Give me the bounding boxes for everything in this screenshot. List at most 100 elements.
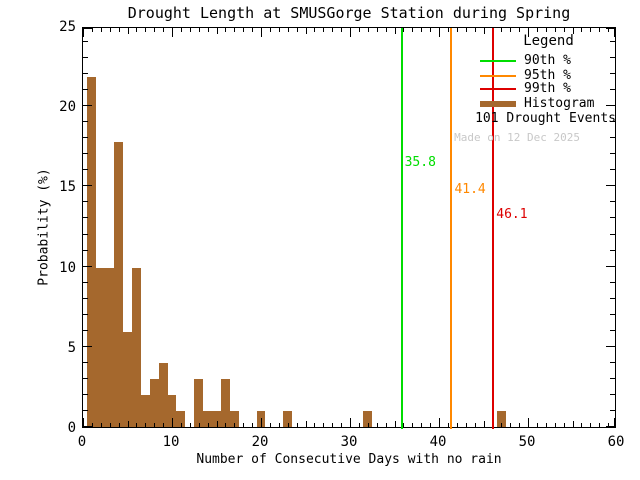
- x-axis-tick: [145, 423, 147, 427]
- x-axis-tick: [394, 28, 396, 34]
- y-axis-tick: [83, 73, 88, 75]
- histogram-bar: [149, 378, 159, 427]
- x-axis-tick: [519, 28, 521, 32]
- y-tick-label: 25: [59, 19, 76, 35]
- y-axis-tick: [83, 361, 88, 363]
- x-axis-tick: [465, 28, 467, 32]
- x-axis-tick: [536, 28, 538, 32]
- x-axis-tick: [314, 28, 316, 32]
- x-axis-tick: [483, 421, 485, 427]
- x-axis-tick: [456, 28, 458, 32]
- y-axis-tick: [610, 409, 615, 411]
- x-axis-tick: [367, 423, 369, 427]
- x-axis-tick: [252, 423, 254, 427]
- histogram-bar: [87, 77, 97, 427]
- x-axis-tick: [510, 423, 512, 427]
- percentile-line-95th: [450, 28, 453, 429]
- x-axis-tick: [367, 28, 369, 32]
- percentile-value-label: 46.1: [496, 207, 528, 222]
- x-axis-tick: [572, 28, 574, 34]
- x-axis-tick: [234, 423, 236, 427]
- watermark: Made on 12 Dec 2025: [454, 131, 580, 144]
- x-axis-tick: [109, 423, 111, 427]
- x-axis-tick: [91, 423, 93, 427]
- x-axis-tick: [332, 28, 334, 32]
- y-axis-tick: [606, 265, 615, 267]
- legend-swatch-90th: [480, 60, 516, 62]
- y-axis-tick: [610, 57, 615, 59]
- x-axis-tick: [305, 28, 307, 34]
- y-tick-label: 5: [67, 339, 76, 356]
- x-axis-title: Number of Consecutive Days with no rain: [196, 452, 502, 467]
- x-axis-tick: [91, 28, 93, 32]
- y-axis-tick: [83, 249, 88, 251]
- histogram-bar: [176, 410, 186, 427]
- x-axis-tick: [385, 28, 387, 32]
- histogram-bar: [105, 268, 115, 427]
- percentile-line-99th: [492, 28, 495, 429]
- histogram-bar: [212, 410, 221, 427]
- x-axis-tick: [296, 423, 298, 427]
- y-axis-tick: [606, 105, 615, 107]
- legend-swatch-99th: [480, 88, 516, 90]
- x-axis-tick: [439, 418, 440, 427]
- x-axis-tick: [456, 423, 458, 427]
- histogram-bar: [114, 141, 124, 427]
- x-axis-tick: [608, 28, 610, 32]
- x-axis-tick: [614, 28, 615, 37]
- x-axis-tick: [403, 423, 405, 427]
- x-axis-tick: [225, 423, 227, 427]
- histogram-bar: [363, 410, 373, 427]
- y-axis-tick: [83, 121, 88, 123]
- y-axis-tick: [83, 426, 92, 427]
- x-axis-tick: [287, 423, 289, 427]
- x-axis-tick: [421, 28, 423, 32]
- x-axis-tick: [536, 423, 538, 427]
- y-axis-tick: [610, 233, 615, 235]
- y-axis-tick: [606, 426, 615, 427]
- y-tick-label: 10: [59, 259, 76, 276]
- y-axis-tick: [610, 329, 615, 331]
- x-axis-tick: [341, 423, 343, 427]
- x-axis-tick: [163, 28, 165, 32]
- y-axis-tick: [83, 313, 88, 315]
- histogram-bar: [131, 268, 141, 427]
- x-axis-tick: [323, 423, 325, 427]
- x-axis-tick: [474, 423, 476, 427]
- chart-title: Drought Length at SMUSGorge Station duri…: [127, 4, 571, 22]
- x-axis-tick: [590, 28, 592, 32]
- x-axis-tick: [447, 28, 449, 32]
- histogram-bar: [203, 410, 213, 427]
- x-axis-tick: [234, 28, 236, 32]
- x-tick-label: 10: [162, 434, 180, 450]
- x-axis-tick: [118, 423, 120, 427]
- x-axis-tick: [358, 28, 360, 32]
- x-axis-tick: [563, 423, 565, 427]
- y-axis-tick: [610, 121, 615, 123]
- x-axis-tick: [545, 423, 547, 427]
- x-axis-tick: [385, 423, 387, 427]
- x-axis-tick: [127, 28, 129, 34]
- y-axis-tick: [83, 217, 88, 219]
- x-axis-tick: [136, 28, 138, 32]
- histogram-bar: [229, 410, 239, 427]
- x-axis-tick: [100, 423, 102, 427]
- histogram-bar: [140, 394, 150, 427]
- x-axis-tick: [332, 423, 334, 427]
- x-axis-tick: [269, 28, 271, 32]
- x-axis-tick: [172, 28, 173, 37]
- y-tick-label: 0: [67, 420, 76, 436]
- percentile-value-label: 41.4: [454, 182, 486, 197]
- x-axis-tick: [614, 418, 615, 427]
- x-axis-tick: [572, 421, 574, 427]
- x-axis-tick: [447, 423, 449, 427]
- y-axis-tick: [606, 345, 615, 347]
- y-axis-tick: [83, 137, 88, 139]
- histogram-bar: [158, 362, 168, 427]
- x-axis-tick: [225, 28, 227, 32]
- x-axis-tick: [323, 28, 325, 32]
- x-axis-tick: [207, 423, 209, 427]
- x-axis-tick: [252, 28, 254, 32]
- y-axis-tick: [606, 28, 615, 29]
- histogram-bar: [123, 332, 132, 427]
